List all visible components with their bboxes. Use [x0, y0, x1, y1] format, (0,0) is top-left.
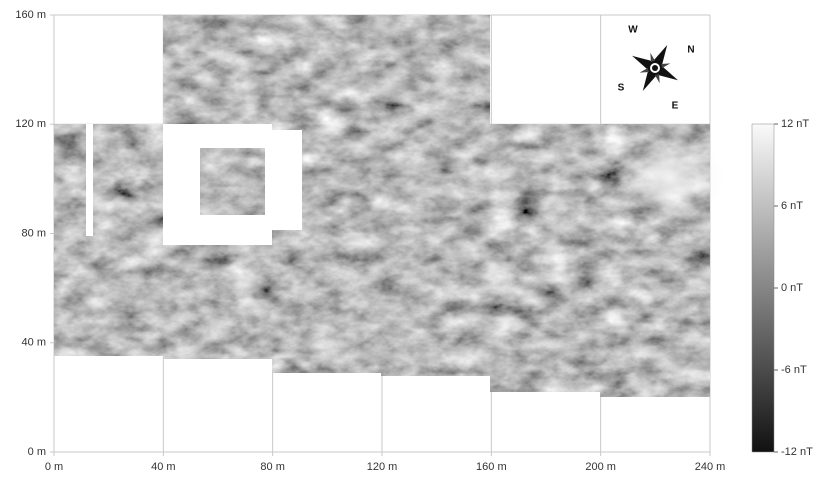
compass-n: N	[687, 45, 694, 56]
colorbar-label: 12 nT	[781, 118, 809, 130]
y-tick-label: 120 m	[15, 118, 46, 130]
inset-survey	[200, 148, 265, 215]
x-tick-label: 120 m	[367, 461, 398, 473]
compass-rose: W N S E	[618, 25, 695, 112]
colorbar-label: 6 nT	[781, 200, 803, 212]
compass-w: W	[628, 25, 638, 36]
compass-e: E	[672, 101, 679, 112]
y-tick-label: 40 m	[22, 337, 46, 349]
x-tick-label: 160 m	[476, 461, 507, 473]
x-tick-label: 80 m	[260, 461, 284, 473]
x-tick-label: 0 m	[45, 461, 63, 473]
unsurveyed-area	[272, 130, 302, 230]
y-tick-label: 160 m	[15, 9, 46, 21]
unsurveyed-strip	[86, 124, 93, 236]
bright-anomaly	[615, 138, 725, 218]
x-tick-label: 200 m	[585, 461, 616, 473]
colorbar-label: -6 nT	[781, 364, 807, 376]
colorbar-label: 0 nT	[781, 282, 803, 294]
y-tick-label: 0 m	[28, 446, 46, 458]
y-tick-label: 80 m	[22, 227, 46, 239]
x-tick-label: 40 m	[151, 461, 175, 473]
colorbar	[752, 124, 774, 452]
x-tick-label: 240 m	[695, 461, 726, 473]
colorbar-label: -12 nT	[781, 446, 813, 458]
survey-coverage	[54, 15, 710, 397]
magnetometry-map: W N S E 0 m 40 m 80 m 120 m 160 m 200 m 240 m 0…	[0, 0, 817, 478]
compass-s: S	[618, 83, 625, 94]
